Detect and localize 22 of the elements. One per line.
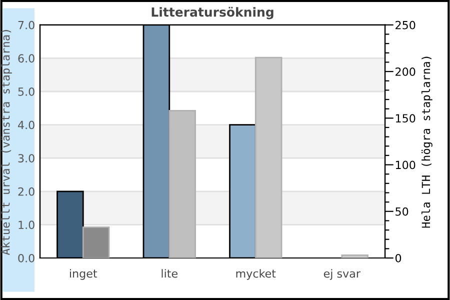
y-tick-label: 3.0 (18, 154, 34, 162)
chart-title: Litteratursökning (152, 6, 274, 20)
y-tick-label: 0.0 (18, 254, 34, 262)
y2-tick-label: 50 (396, 207, 408, 216)
y2-tick-label: 250 (396, 20, 416, 30)
y-tick-label: 2.0 (18, 187, 34, 196)
y-tick-label: 1.0 (18, 220, 34, 230)
y2-axis-title: Hela LTH (högra staplarna) (422, 56, 432, 228)
y-tick-label: 5.0 (18, 87, 34, 96)
y2-tick-label: 100 (396, 160, 416, 170)
y-tick-label: 4.0 (18, 120, 34, 130)
bar (341, 254, 368, 258)
y2-tick-label: 200 (396, 67, 416, 76)
y-tick-label: 7.0 (18, 20, 34, 30)
y2-tick-label: 0 (395, 254, 402, 262)
x-tick-label: ej svar (324, 269, 360, 280)
y-tick-label: 6.0 (18, 54, 34, 63)
x-tick-label: mycket (236, 269, 276, 280)
y2-tick-label: 150 (396, 114, 416, 123)
x-tick-label: inget (70, 269, 98, 280)
x-tick-label: lite (162, 269, 178, 278)
y-axis-title: Aktuellt urval (vänstra staplarna) (1, 30, 12, 255)
